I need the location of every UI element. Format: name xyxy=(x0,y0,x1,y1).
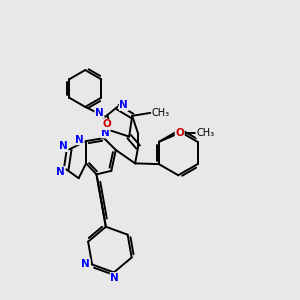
Text: N: N xyxy=(101,128,110,138)
Text: N: N xyxy=(81,259,90,269)
Text: O: O xyxy=(103,119,111,129)
Text: CH₃: CH₃ xyxy=(152,108,169,118)
Text: CH₃: CH₃ xyxy=(196,128,214,138)
Text: N: N xyxy=(75,135,84,145)
Text: N: N xyxy=(119,100,128,110)
Text: N: N xyxy=(56,167,64,177)
Text: O: O xyxy=(176,128,184,138)
Text: N: N xyxy=(59,141,68,152)
Text: N: N xyxy=(110,273,119,283)
Text: N: N xyxy=(95,108,104,118)
